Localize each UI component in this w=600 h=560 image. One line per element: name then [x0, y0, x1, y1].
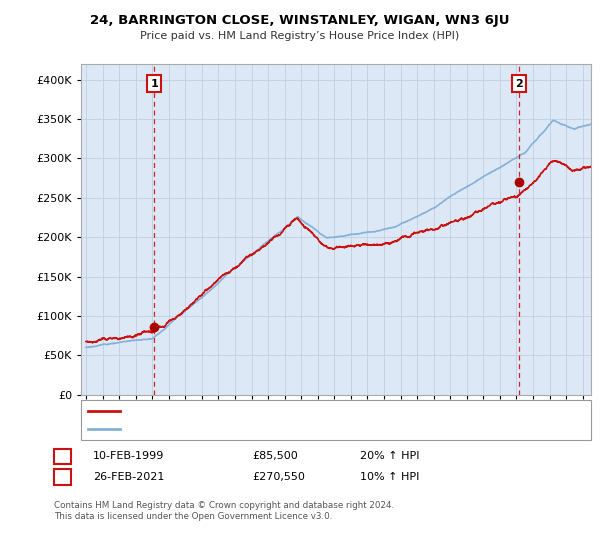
Text: 10-FEB-1999: 10-FEB-1999: [93, 451, 164, 461]
Text: 1: 1: [58, 450, 67, 463]
Text: £270,550: £270,550: [252, 472, 305, 482]
Text: 26-FEB-2021: 26-FEB-2021: [93, 472, 164, 482]
Text: £85,500: £85,500: [252, 451, 298, 461]
Text: 2: 2: [58, 470, 67, 484]
Text: 1: 1: [151, 78, 158, 88]
Text: HPI: Average price, detached house, Wigan: HPI: Average price, detached house, Wiga…: [126, 423, 342, 433]
Text: Price paid vs. HM Land Registry’s House Price Index (HPI): Price paid vs. HM Land Registry’s House …: [140, 31, 460, 41]
Text: 10% ↑ HPI: 10% ↑ HPI: [360, 472, 419, 482]
Text: Contains HM Land Registry data © Crown copyright and database right 2024.
This d: Contains HM Land Registry data © Crown c…: [54, 501, 394, 521]
Text: 2: 2: [515, 78, 523, 88]
Text: 20% ↑ HPI: 20% ↑ HPI: [360, 451, 419, 461]
Text: 24, BARRINGTON CLOSE, WINSTANLEY, WIGAN, WN3 6JU: 24, BARRINGTON CLOSE, WINSTANLEY, WIGAN,…: [90, 14, 510, 27]
Text: 24, BARRINGTON CLOSE, WINSTANLEY, WIGAN, WN3 6JU (detached house): 24, BARRINGTON CLOSE, WINSTANLEY, WIGAN,…: [126, 407, 499, 417]
